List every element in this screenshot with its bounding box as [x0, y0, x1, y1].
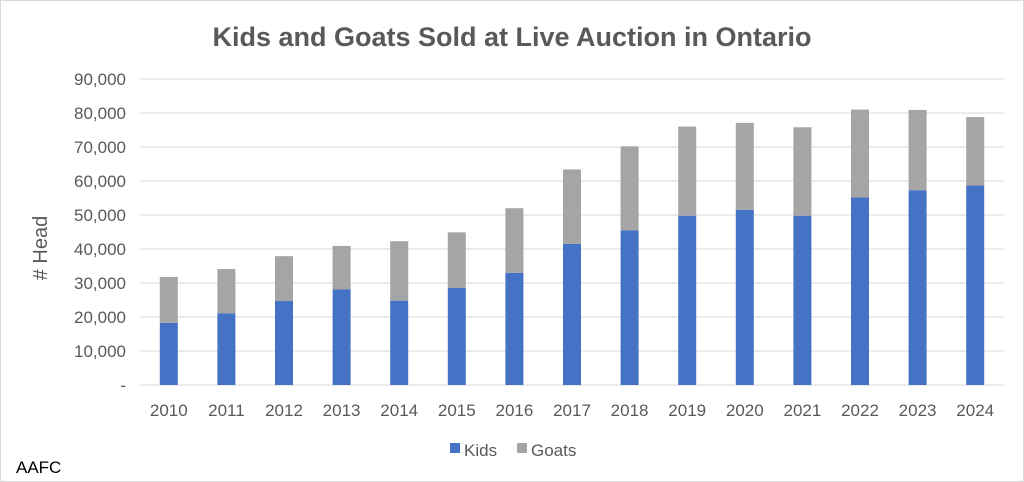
y-tick-label: 80,000: [74, 104, 126, 123]
x-tick-label: 2020: [726, 401, 764, 420]
x-tick-label: 2017: [553, 401, 591, 420]
bar-kids-2014: [390, 300, 409, 385]
x-tick-label: 2014: [380, 401, 418, 420]
x-tick-label: 2024: [956, 401, 994, 420]
y-tick-label: 30,000: [74, 274, 126, 293]
bar-goats-2022: [851, 109, 869, 198]
y-axis-label: # Head: [30, 216, 52, 281]
bar-kids-2020: [735, 209, 754, 385]
bar-goats-2012: [275, 256, 293, 302]
bar-goats-2019: [678, 126, 697, 216]
bar-goats-2021: [793, 127, 812, 216]
x-axis-ticks: 2010 2011 2012 2013 2014 2015 2016 2017 2018 2019…: [150, 401, 994, 420]
y-tick-label: 60,000: [74, 172, 126, 191]
x-tick-label: 2013: [323, 401, 361, 420]
bar-kids-2012: [275, 301, 293, 385]
chart-title: Kids and Goats Sold at Live Auction in O…: [212, 22, 811, 52]
bar-goats-2014: [390, 241, 409, 301]
bar-kids-2016: [505, 272, 524, 385]
bar-goats-2020: [735, 122, 754, 210]
bar-goats-2010: [159, 276, 178, 323]
bar-goats-2024: [966, 117, 985, 186]
bar-kids-2019: [678, 215, 697, 385]
bar-kids-2023: [908, 190, 927, 385]
bar-kids-2022: [851, 197, 869, 385]
y-tick-label: 20,000: [74, 308, 126, 327]
bar-goats-2023: [908, 109, 927, 191]
bar-goats-2018: [620, 146, 639, 231]
legend-label-kids: Kids: [464, 441, 497, 460]
x-tick-label: 2022: [841, 401, 879, 420]
x-tick-label: 2015: [438, 401, 476, 420]
bar-goats-2013: [332, 245, 351, 290]
x-tick-label: 2023: [899, 401, 937, 420]
x-tick-label: 2012: [265, 401, 303, 420]
y-tick-label: 70,000: [74, 138, 126, 157]
source-label: AAFC: [16, 458, 62, 477]
y-tick-label: 50,000: [74, 206, 126, 225]
y-axis-ticks: - 10,000 20,000 30,000 40,000 50,000 60,000 70,…: [74, 70, 126, 395]
bar-kids-2013: [332, 289, 351, 385]
x-tick-label: 2016: [495, 401, 533, 420]
bar-kids-2024: [966, 185, 985, 385]
bar-kids-2010: [159, 322, 178, 385]
x-tick-label: 2011: [208, 401, 245, 420]
bar-kids-2011: [217, 313, 236, 385]
x-tick-label: 2010: [150, 401, 188, 420]
y-tick-label: 40,000: [74, 240, 126, 259]
legend-label-goats: Goats: [531, 441, 576, 460]
legend-swatch-kids: [450, 443, 460, 453]
x-tick-label: 2018: [611, 401, 649, 420]
x-tick-label: 2019: [668, 401, 706, 420]
bar-goats-2017: [563, 169, 581, 244]
x-tick-label: 2021: [783, 401, 821, 420]
y-tick-label: 90,000: [74, 70, 126, 89]
bars: [159, 109, 985, 385]
bar-kids-2021: [793, 215, 812, 385]
legend: Kids Goats: [450, 441, 576, 460]
bar-goats-2016: [505, 208, 524, 273]
y-tick-label: 10,000: [74, 342, 126, 361]
bar-kids-2017: [563, 243, 581, 385]
y-tick-label: -: [120, 376, 126, 395]
bar-kids-2018: [620, 230, 639, 385]
bar-goats-2015: [447, 232, 466, 288]
bar-kids-2015: [447, 287, 466, 385]
bar-goats-2011: [217, 269, 236, 314]
legend-swatch-goats: [517, 443, 527, 453]
